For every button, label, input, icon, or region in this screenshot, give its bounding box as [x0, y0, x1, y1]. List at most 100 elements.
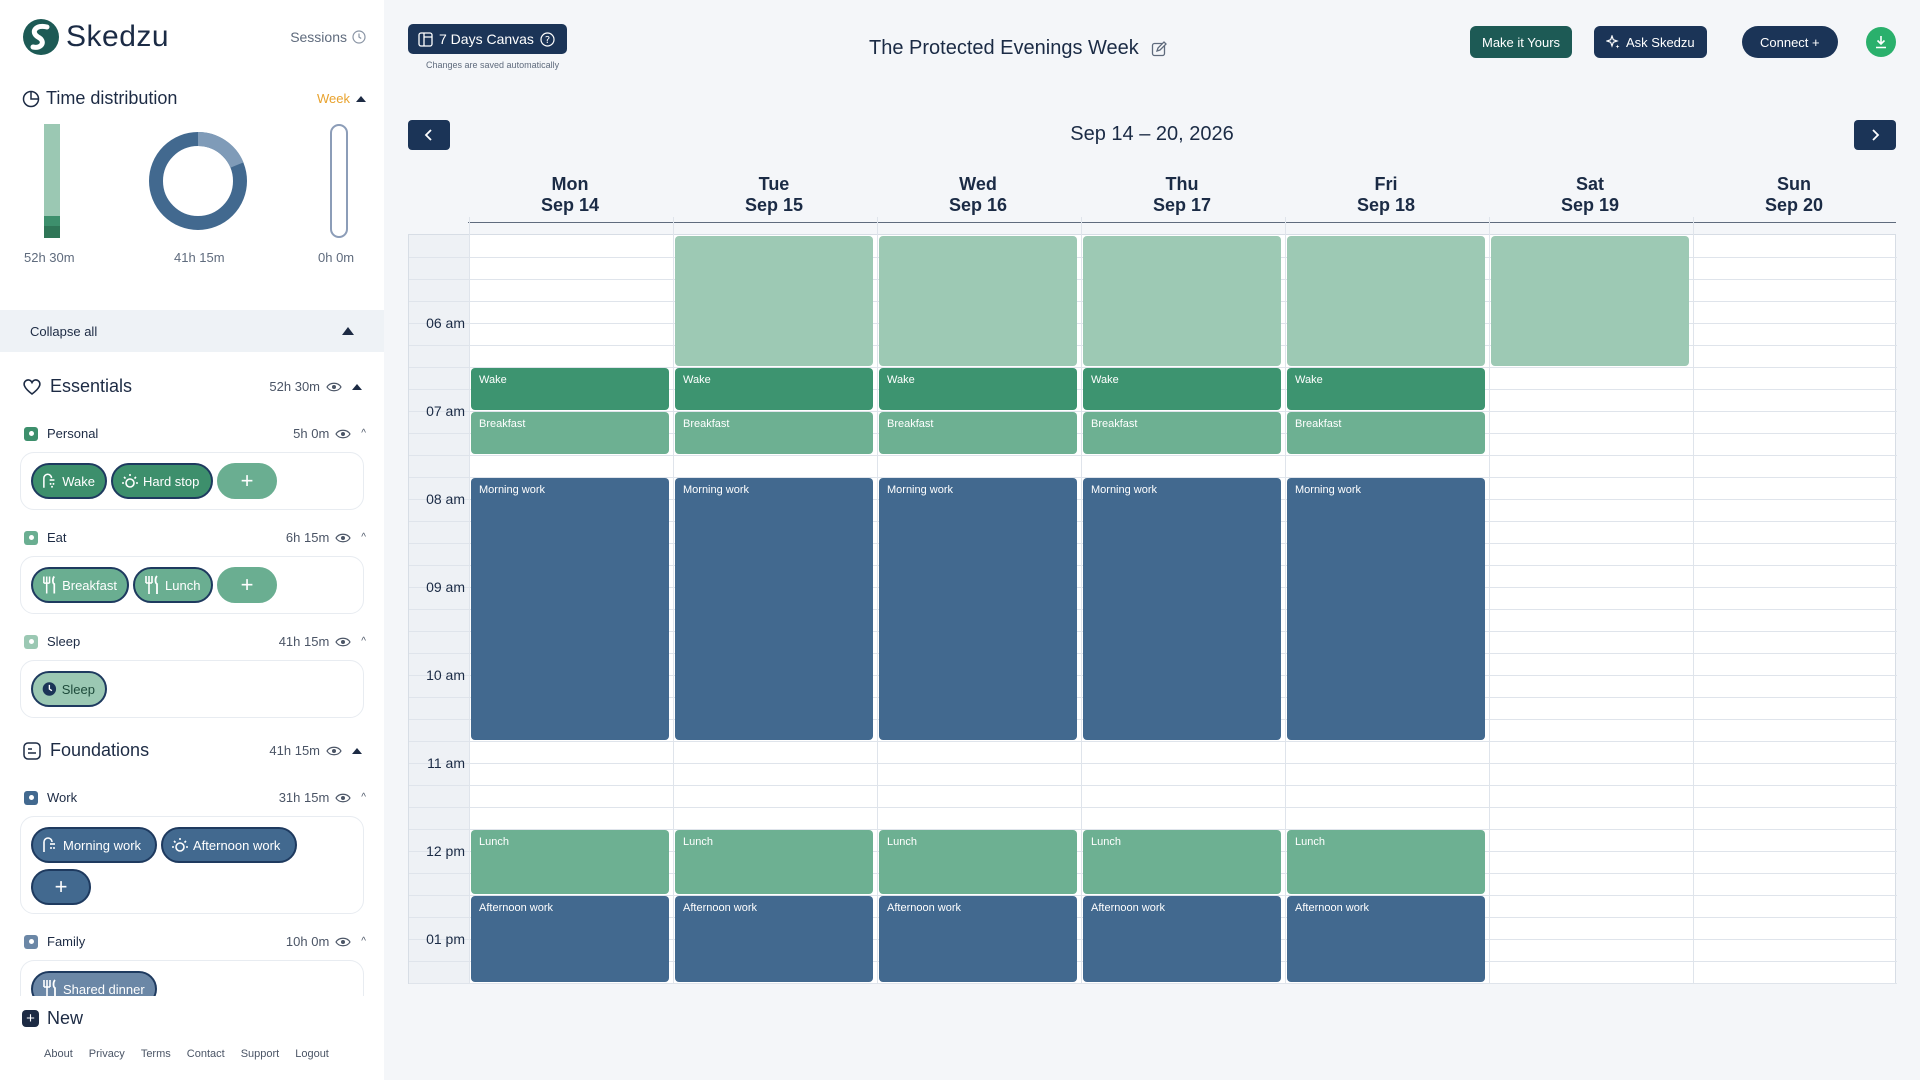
cutlery-icon: [145, 575, 158, 594]
add-work-button[interactable]: +: [31, 869, 91, 905]
group-essentials[interactable]: Essentials 52h 30m: [22, 376, 362, 397]
event-breakfast[interactable]: Breakfast: [675, 412, 873, 454]
ask-skedzu-button[interactable]: Ask Skedzu: [1594, 26, 1707, 58]
add-personal-button[interactable]: +: [217, 463, 277, 499]
event-breakfast[interactable]: Breakfast: [1287, 412, 1485, 454]
period-selector[interactable]: Week: [317, 91, 366, 106]
day-header-wed[interactable]: Wed Sep 16: [876, 170, 1080, 224]
event-afternoon-work[interactable]: Afternoon work: [471, 896, 669, 982]
day-header-sat[interactable]: Sat Sep 19: [1488, 170, 1692, 224]
event-breakfast[interactable]: Breakfast: [1083, 412, 1281, 454]
eye-icon[interactable]: [326, 381, 342, 393]
chip-hard-stop[interactable]: Hard stop: [111, 463, 213, 499]
event-wake[interactable]: Wake: [675, 368, 873, 410]
collapse-all-toggle[interactable]: Collapse all: [0, 310, 384, 352]
footer-link-about[interactable]: About: [44, 1048, 73, 1060]
event-afternoon-work[interactable]: Afternoon work: [1083, 896, 1281, 982]
subgroup-sleep[interactable]: Sleep 41h 15m ^: [24, 634, 366, 649]
day-header-mon[interactable]: Mon Sep 14: [468, 170, 672, 224]
help-icon[interactable]: ?: [540, 31, 555, 47]
subgroup-hours: 41h 15m: [278, 634, 330, 649]
event-lunch[interactable]: Lunch: [675, 830, 873, 894]
alarm-icon: [122, 474, 138, 488]
prev-week-button[interactable]: [408, 120, 450, 150]
event-wake[interactable]: Wake: [1287, 368, 1485, 410]
brand-logo[interactable]: Skedzu: [22, 18, 169, 56]
subgroup-eat[interactable]: Eat 6h 15m ^: [24, 530, 366, 545]
chip-afternoon-work[interactable]: Afternoon work: [161, 827, 297, 863]
event-morning-work[interactable]: Morning work: [1287, 478, 1485, 740]
event-breakfast[interactable]: Breakfast: [471, 412, 669, 454]
event-morning-work[interactable]: Morning work: [1083, 478, 1281, 740]
footer-link-contact[interactable]: Contact: [186, 1048, 225, 1060]
eye-icon[interactable]: [335, 428, 351, 440]
download-icon: [1876, 36, 1886, 49]
event-wake[interactable]: Wake: [879, 368, 1077, 410]
new-button[interactable]: + New: [22, 1008, 83, 1029]
eye-icon[interactable]: [326, 745, 342, 757]
subgroup-personal[interactable]: Personal 5h 0m ^: [24, 426, 366, 441]
calendar-grid[interactable]: 06 am 07 am 08 am 09 am 10 am 11 am 12 pm 01 pm…: [408, 217, 1897, 984]
chevron-up-icon[interactable]: ^: [361, 428, 366, 439]
event-sleep[interactable]: [1287, 236, 1485, 366]
caret-up-icon[interactable]: [352, 383, 362, 390]
event-sleep[interactable]: [1491, 236, 1689, 366]
event-afternoon-work[interactable]: Afternoon work: [879, 896, 1077, 982]
event-morning-work[interactable]: Morning work: [879, 478, 1077, 740]
sessions-button[interactable]: Sessions: [290, 29, 366, 45]
chip-wake[interactable]: Wake: [31, 463, 107, 499]
subgroup-hours: 31h 15m: [278, 790, 330, 805]
download-button[interactable]: [1866, 27, 1896, 57]
caret-up-icon[interactable]: [352, 747, 362, 754]
event-afternoon-work[interactable]: Afternoon work: [675, 896, 873, 982]
eye-icon[interactable]: [335, 936, 351, 948]
event-lunch[interactable]: Lunch: [879, 830, 1077, 894]
event-afternoon-work[interactable]: Afternoon work: [1287, 896, 1485, 982]
chevron-up-icon[interactable]: ^: [361, 532, 366, 543]
chip-sleep[interactable]: Sleep: [31, 671, 107, 707]
day-header-tue[interactable]: Tue Sep 15: [672, 170, 876, 224]
event-lunch[interactable]: Lunch: [1287, 830, 1485, 894]
main-area: 7 Days Canvas ? Changes are saved automa…: [384, 0, 1920, 1080]
eye-icon[interactable]: [335, 636, 351, 648]
chip-lunch[interactable]: Lunch: [133, 567, 213, 603]
chip-morning-work[interactable]: Morning work: [31, 827, 157, 863]
add-eat-button[interactable]: +: [217, 567, 277, 603]
event-lunch[interactable]: Lunch: [1083, 830, 1281, 894]
connect-button[interactable]: Connect +: [1742, 26, 1838, 58]
footer-link-privacy[interactable]: Privacy: [88, 1048, 125, 1060]
subgroup-hours: 5h 0m: [293, 426, 330, 441]
chip-shared-dinner[interactable]: Shared dinner: [31, 971, 157, 996]
footer-link-support[interactable]: Support: [240, 1048, 280, 1060]
chevron-up-icon[interactable]: ^: [361, 636, 366, 647]
event-lunch[interactable]: Lunch: [471, 830, 669, 894]
subgroup-work[interactable]: Work 31h 15m ^: [24, 790, 366, 805]
group-foundations[interactable]: Foundations 41h 15m: [22, 740, 362, 761]
event-sleep[interactable]: [675, 236, 873, 366]
event-breakfast[interactable]: Breakfast: [879, 412, 1077, 454]
footer-link-logout[interactable]: Logout: [295, 1048, 329, 1060]
next-week-button[interactable]: [1854, 120, 1896, 150]
event-sleep[interactable]: [879, 236, 1077, 366]
canvas-selector-button[interactable]: 7 Days Canvas ?: [408, 24, 567, 54]
grid-line: [409, 983, 1897, 984]
eye-icon[interactable]: [335, 532, 351, 544]
chip-label: Afternoon work: [193, 837, 281, 853]
event-morning-work[interactable]: Morning work: [675, 478, 873, 740]
chip-breakfast[interactable]: Breakfast: [31, 567, 129, 603]
event-wake[interactable]: Wake: [471, 368, 669, 410]
chevron-up-icon[interactable]: ^: [361, 792, 366, 803]
time-distribution-header: Time distribution Week: [22, 88, 366, 109]
make-it-yours-button[interactable]: Make it Yours: [1470, 26, 1573, 58]
event-sleep[interactable]: [1083, 236, 1281, 366]
eye-icon[interactable]: [335, 792, 351, 804]
day-header-thu[interactable]: Thu Sep 17: [1080, 170, 1284, 224]
edit-icon[interactable]: [1151, 40, 1167, 57]
event-morning-work[interactable]: Morning work: [471, 478, 669, 740]
day-header-fri[interactable]: Fri Sep 18: [1284, 170, 1488, 224]
footer-link-terms[interactable]: Terms: [140, 1048, 171, 1060]
event-wake[interactable]: Wake: [1083, 368, 1281, 410]
subgroup-family[interactable]: Family 10h 0m ^: [24, 934, 366, 949]
chevron-up-icon[interactable]: ^: [361, 936, 366, 947]
day-header-sun[interactable]: Sun Sep 20: [1692, 170, 1896, 224]
